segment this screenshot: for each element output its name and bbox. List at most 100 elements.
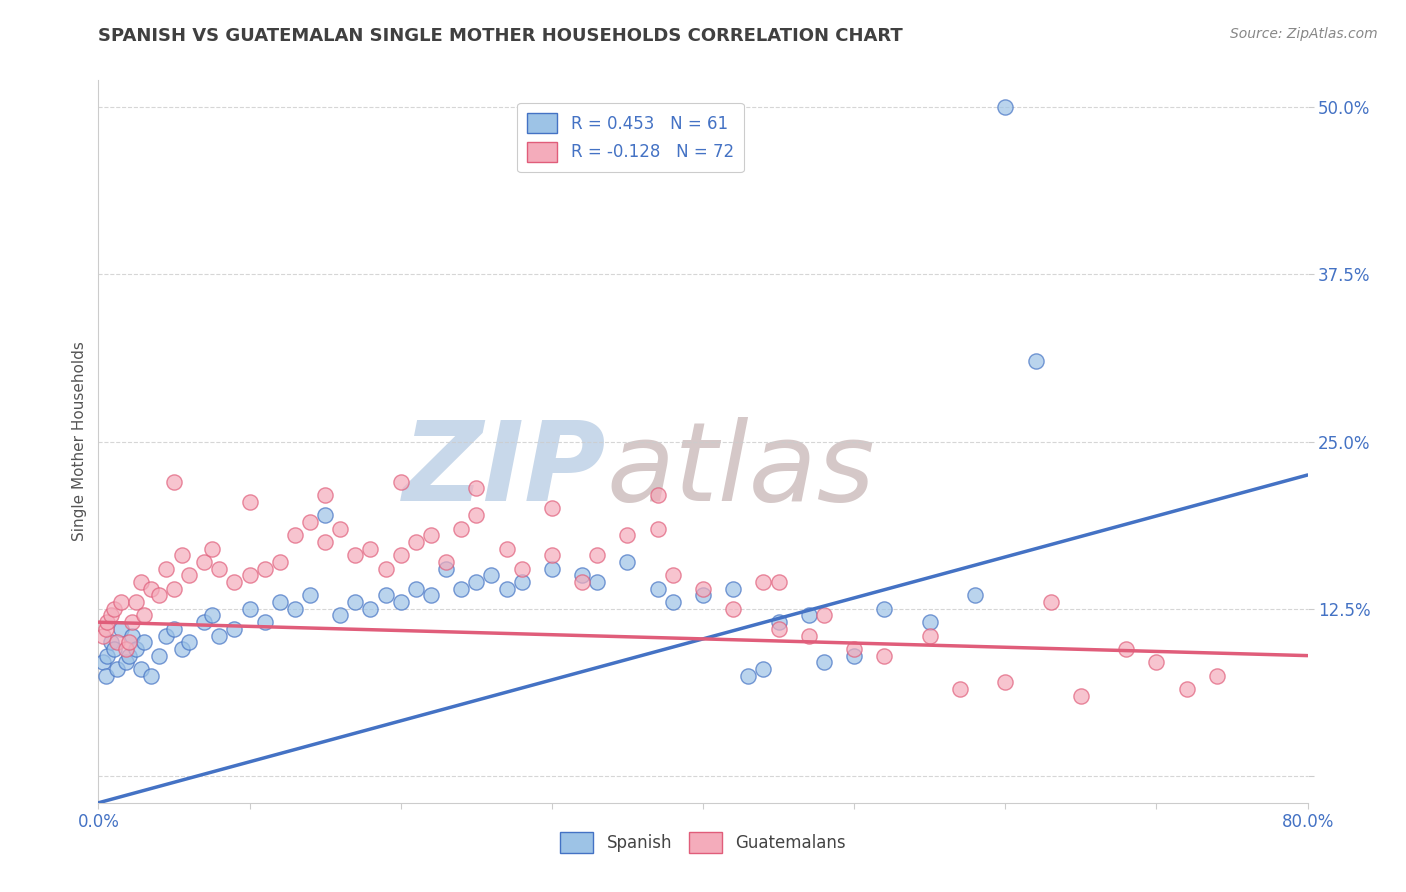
Point <box>208 628 231 642</box>
Point <box>1206 669 1229 683</box>
Point <box>94 669 117 683</box>
Point <box>224 574 246 589</box>
Point <box>344 595 367 609</box>
Point <box>661 595 683 609</box>
Point <box>121 628 143 642</box>
Text: atlas: atlas <box>606 417 875 524</box>
Point <box>239 568 262 582</box>
Point <box>163 622 186 636</box>
Point <box>121 615 143 630</box>
Point <box>647 521 669 535</box>
Point <box>91 655 114 669</box>
Point <box>797 628 820 642</box>
Point <box>129 574 152 589</box>
Point <box>752 662 775 676</box>
Point <box>768 574 790 589</box>
Point <box>1024 354 1046 368</box>
Text: ZIP: ZIP <box>402 417 606 524</box>
Point <box>269 595 291 609</box>
Point <box>510 574 533 589</box>
Point <box>170 548 193 563</box>
Point <box>155 628 177 642</box>
Point <box>918 615 941 630</box>
Point <box>96 615 118 630</box>
Point <box>1175 681 1198 696</box>
Point <box>616 528 638 542</box>
Point <box>239 602 262 616</box>
Point <box>434 555 457 569</box>
Text: Source: ZipAtlas.com: Source: ZipAtlas.com <box>1230 27 1378 41</box>
Point <box>797 608 820 623</box>
Point <box>692 589 714 603</box>
Point <box>540 501 562 516</box>
Point <box>918 628 941 642</box>
Point <box>193 555 215 569</box>
Point <box>737 669 759 683</box>
Point <box>141 669 163 683</box>
Point <box>105 662 128 676</box>
Point <box>844 642 866 657</box>
Point <box>253 562 276 576</box>
Point <box>965 589 987 603</box>
Point <box>873 648 896 663</box>
Point <box>125 642 148 657</box>
Point <box>132 608 155 623</box>
Point <box>253 615 276 630</box>
Point <box>141 582 163 596</box>
Point <box>284 528 307 542</box>
Point <box>994 100 1017 114</box>
Point <box>586 574 609 589</box>
Point <box>586 548 609 563</box>
Point <box>201 541 224 556</box>
Point <box>284 602 307 616</box>
Point <box>389 548 412 563</box>
Point <box>752 574 775 589</box>
Point <box>420 589 443 603</box>
Point <box>1039 595 1062 609</box>
Point <box>616 555 638 569</box>
Point <box>405 582 427 596</box>
Point <box>1146 655 1168 669</box>
Point <box>510 562 533 576</box>
Point <box>420 528 443 542</box>
Point <box>163 475 186 489</box>
Point <box>723 602 745 616</box>
Point <box>465 482 488 496</box>
Point <box>193 615 215 630</box>
Point <box>100 635 122 649</box>
Point <box>155 562 177 576</box>
Point <box>118 648 141 663</box>
Point <box>314 488 336 502</box>
Point <box>329 608 352 623</box>
Point <box>163 582 186 596</box>
Point <box>723 582 745 596</box>
Point <box>434 562 457 576</box>
Point <box>179 568 201 582</box>
Point <box>768 615 790 630</box>
Point <box>224 622 246 636</box>
Point <box>360 541 382 556</box>
Point <box>844 648 866 663</box>
Point <box>1070 689 1092 703</box>
Point <box>450 582 472 596</box>
Point <box>148 648 170 663</box>
Point <box>91 628 114 642</box>
Point <box>179 635 201 649</box>
Point <box>314 508 336 523</box>
Point <box>299 589 322 603</box>
Point <box>94 622 117 636</box>
Point <box>571 568 593 582</box>
Point <box>360 602 382 616</box>
Point <box>118 635 141 649</box>
Point <box>495 582 517 596</box>
Point <box>813 655 835 669</box>
Point <box>299 515 322 529</box>
Point <box>571 574 593 589</box>
Point <box>389 595 412 609</box>
Point <box>540 548 562 563</box>
Point <box>110 622 132 636</box>
Point <box>374 562 396 576</box>
Point <box>110 595 132 609</box>
Text: SPANISH VS GUATEMALAN SINGLE MOTHER HOUSEHOLDS CORRELATION CHART: SPANISH VS GUATEMALAN SINGLE MOTHER HOUS… <box>98 27 903 45</box>
Point <box>129 662 152 676</box>
